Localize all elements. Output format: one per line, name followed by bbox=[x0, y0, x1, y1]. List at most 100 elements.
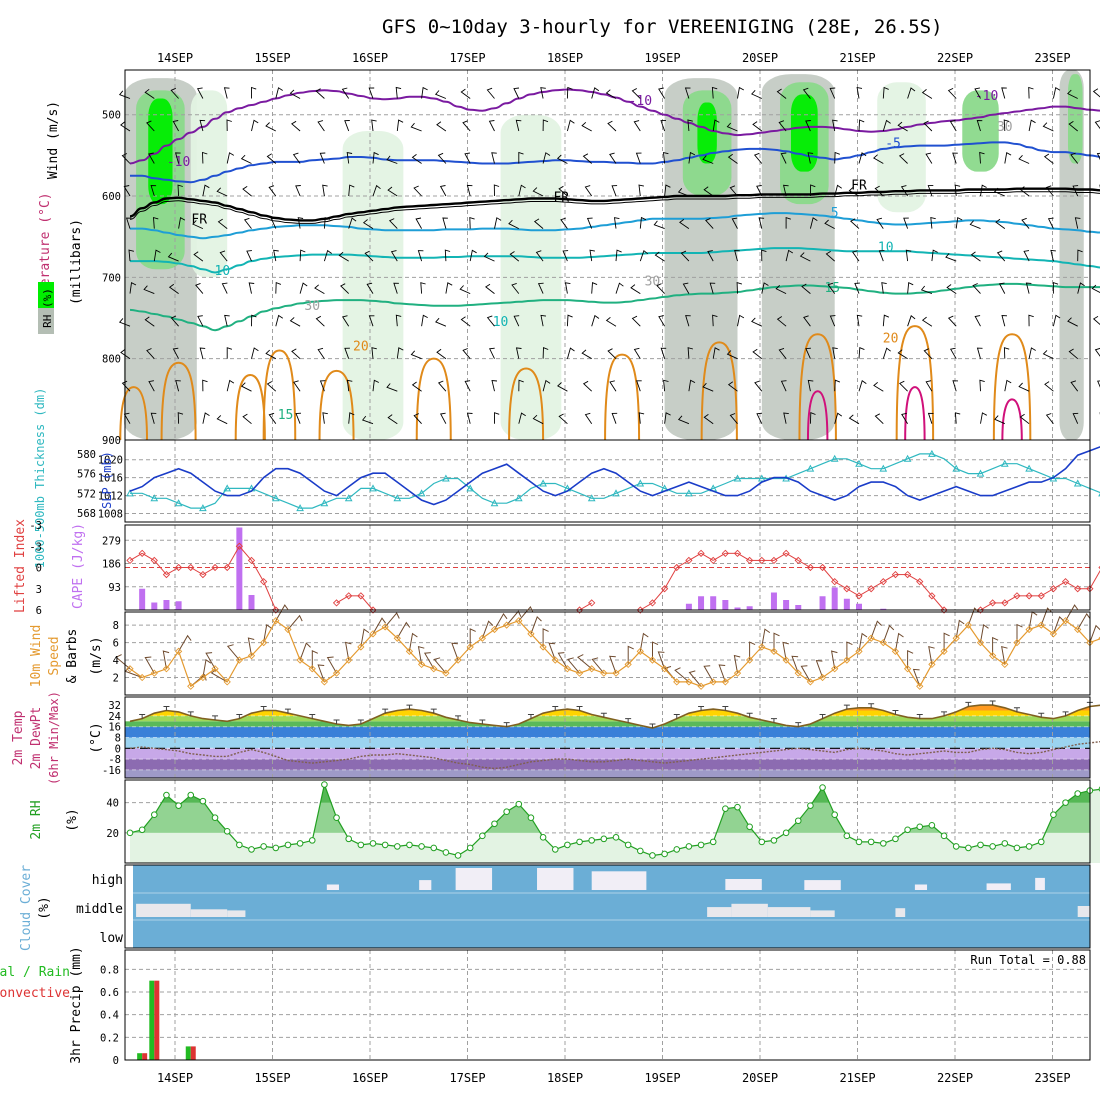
wind-marker bbox=[442, 669, 450, 677]
wind-barb bbox=[1019, 413, 1030, 425]
wind-marker bbox=[903, 665, 912, 673]
wind-barb bbox=[460, 316, 471, 327]
wind-barb bbox=[925, 152, 933, 164]
wind-barb bbox=[680, 250, 690, 262]
wind-marker bbox=[624, 660, 632, 669]
wind-barb bbox=[174, 152, 181, 164]
rh-marker bbox=[928, 821, 936, 829]
wind-barb-10m bbox=[518, 605, 534, 622]
temp-tick: 8 bbox=[115, 733, 121, 745]
wind-barb bbox=[900, 185, 908, 197]
wind-barb bbox=[566, 314, 573, 327]
wind-barb bbox=[1050, 249, 1056, 262]
wind-marker bbox=[126, 665, 134, 673]
wind-barb bbox=[121, 380, 131, 392]
wind-barb bbox=[1028, 347, 1036, 359]
wind-barb bbox=[150, 185, 157, 197]
thickness-marker bbox=[879, 464, 888, 472]
wind-marker bbox=[357, 643, 365, 651]
wind-marker bbox=[369, 630, 377, 638]
temp-errorbar bbox=[1038, 712, 1045, 718]
wind-barb bbox=[761, 282, 769, 294]
wind-marker bbox=[964, 621, 972, 629]
wind-barb bbox=[809, 184, 816, 197]
rh-marker bbox=[1062, 799, 1069, 806]
wind-barb bbox=[858, 119, 865, 132]
wind-barb bbox=[494, 412, 500, 424]
li-marker bbox=[357, 592, 365, 600]
cape-bar bbox=[795, 605, 802, 610]
contour-label: FR bbox=[553, 191, 569, 206]
temp-band bbox=[125, 748, 1090, 760]
wind-barb bbox=[882, 347, 891, 359]
wind-barb bbox=[611, 412, 618, 424]
rh-marker bbox=[381, 841, 389, 849]
wind-barb bbox=[829, 315, 836, 327]
axis-label: & Barbs bbox=[65, 629, 80, 684]
wind-barb bbox=[240, 154, 252, 164]
rh-marker bbox=[515, 800, 523, 808]
cape-bar bbox=[710, 596, 717, 610]
wind-barb bbox=[199, 119, 206, 132]
wind-barb-10m bbox=[718, 664, 726, 683]
wind-barb bbox=[925, 380, 933, 392]
thickness-marker bbox=[369, 484, 377, 492]
wind-barb bbox=[386, 383, 398, 392]
wind-barb bbox=[348, 412, 355, 424]
wind-barb bbox=[753, 152, 763, 164]
li-marker bbox=[187, 563, 195, 572]
wind-barb bbox=[639, 249, 649, 262]
wind-barb-10m bbox=[912, 668, 921, 687]
wind-barb bbox=[1092, 316, 1100, 326]
wind-barb-10m bbox=[1016, 623, 1023, 643]
rh-marker bbox=[187, 791, 195, 799]
wind-barb-10m bbox=[451, 642, 459, 661]
rh-marker bbox=[977, 841, 984, 849]
thickness-marker bbox=[1000, 459, 1009, 467]
wind-barb bbox=[340, 283, 350, 294]
wind-barb bbox=[462, 348, 471, 359]
isotherm-line bbox=[129, 187, 1100, 222]
rh-marker bbox=[284, 841, 292, 849]
wind-barb bbox=[202, 151, 208, 164]
wind-barb bbox=[535, 250, 544, 262]
pressure-tick: 700 bbox=[102, 272, 121, 284]
cape-bar bbox=[783, 600, 790, 610]
wind-barb bbox=[143, 285, 155, 295]
wind-marker bbox=[1013, 638, 1021, 647]
thickness-marker bbox=[587, 494, 596, 502]
thickness-marker bbox=[466, 484, 475, 492]
wind-barb bbox=[344, 120, 350, 132]
wind-barb-10m bbox=[830, 650, 838, 669]
wind-barb bbox=[1072, 185, 1079, 197]
wind-barb bbox=[1077, 249, 1083, 262]
wind-marker bbox=[393, 634, 401, 642]
wind-barb bbox=[202, 412, 210, 424]
li-tick: 6 bbox=[36, 605, 42, 617]
wind-marker bbox=[612, 669, 620, 677]
wind-barb bbox=[1001, 315, 1008, 327]
wind-barb bbox=[372, 379, 379, 392]
li-marker bbox=[223, 563, 231, 572]
wind-barb bbox=[558, 413, 568, 425]
axis-label: 10m Wind bbox=[29, 625, 44, 688]
li-series bbox=[126, 542, 1100, 614]
wind-barb-10m bbox=[815, 660, 824, 678]
rh-high-area bbox=[130, 784, 1090, 833]
wind-barb bbox=[856, 314, 863, 327]
wind-barb bbox=[702, 155, 714, 164]
wind-barb bbox=[148, 152, 155, 164]
wind-barb-10m bbox=[846, 641, 853, 661]
precip-tick: 0.6 bbox=[100, 987, 119, 999]
warm-isotherm-cell bbox=[234, 373, 266, 441]
date-label: 19SEP bbox=[644, 1071, 680, 1085]
wind-barb bbox=[976, 347, 983, 359]
wind-barb bbox=[146, 348, 155, 360]
wind-barb-10m bbox=[1001, 646, 1008, 665]
li-segment bbox=[822, 567, 836, 582]
thickness-marker bbox=[733, 474, 742, 482]
wind-barb bbox=[415, 217, 422, 229]
